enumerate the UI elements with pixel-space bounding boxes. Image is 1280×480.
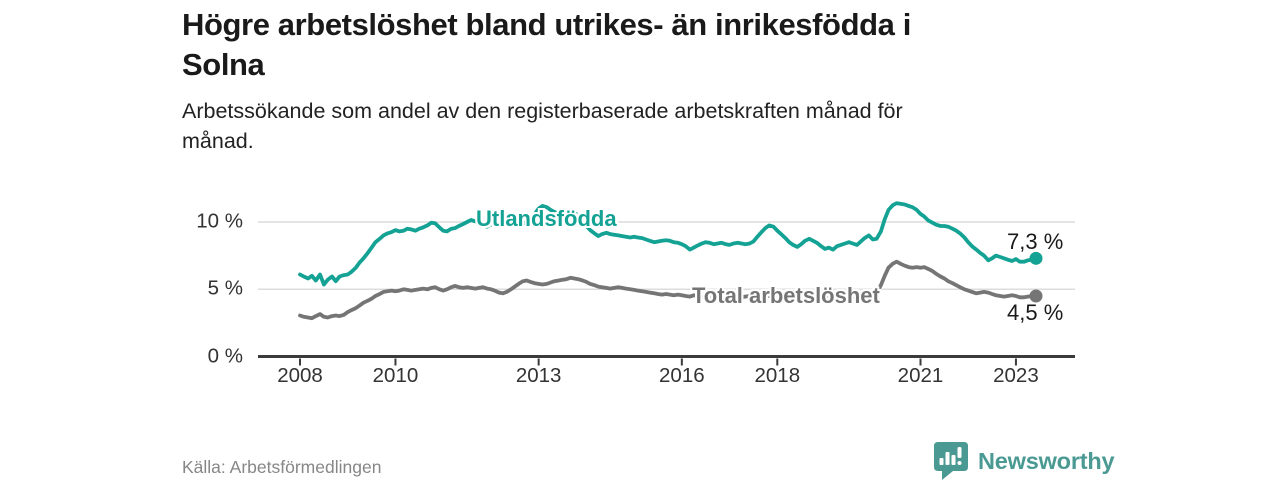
chart-subtitle: Arbetssökande som andel av den registerb… (182, 96, 1062, 156)
end-value-label-utlandsfodda: 7,3 % (1007, 229, 1064, 254)
end-point-dot-1 (1029, 251, 1043, 265)
page-title-line-1: Högre arbetslöshet bland utrikes- än inr… (182, 7, 911, 42)
end-point-dot-2 (1029, 289, 1043, 303)
brand-wordmark: Newsworthy (978, 447, 1115, 474)
data-line-2 (298, 259, 1038, 321)
x-axis-tick-label: 2008 (277, 364, 323, 387)
series-label-total-arbetsloshet: Total arbetslöshet (692, 283, 880, 308)
end-value-label-total: 4,5 % (1007, 300, 1064, 325)
x-axis-tick-label: 2010 (372, 364, 419, 387)
logo-bar-1 (939, 458, 944, 465)
logo-exclamation-dot (957, 461, 962, 465)
bar-chart-speech-bubble-icon (934, 442, 968, 480)
y-axis-tick-label: 10 % (196, 209, 243, 233)
chart-subtitle-line-2: månad. (182, 129, 254, 153)
x-axis-tick-label: 2023 (993, 364, 1039, 387)
x-axis-tick-label: 2013 (515, 364, 562, 387)
data-line-1 (298, 201, 1038, 287)
series-label-utlandsfodda: Utlandsfödda (476, 206, 617, 231)
newsworthy-logo: Newsworthy (933, 441, 1115, 480)
y-axis-tick-label: 0 % (207, 344, 243, 368)
source-note: Källa: Arbetsförmedlingen (182, 457, 382, 477)
page-title: Högre arbetslöshet bland utrikes- än inr… (182, 5, 1102, 85)
y-axis-tick-label: 5 % (207, 276, 243, 300)
logo-bar-3 (951, 455, 956, 465)
logo-bar-2 (945, 452, 950, 465)
page-title-line-2: Solna (182, 47, 265, 82)
x-axis-tick-label: 2018 (754, 364, 801, 387)
chart-subtitle-line-1: Arbetssökande som andel av den registerb… (182, 99, 903, 123)
x-axis-tick-label: 2021 (897, 364, 944, 387)
x-axis-tick-label: 2016 (659, 364, 705, 387)
logo-exclamation-bar (957, 447, 962, 458)
